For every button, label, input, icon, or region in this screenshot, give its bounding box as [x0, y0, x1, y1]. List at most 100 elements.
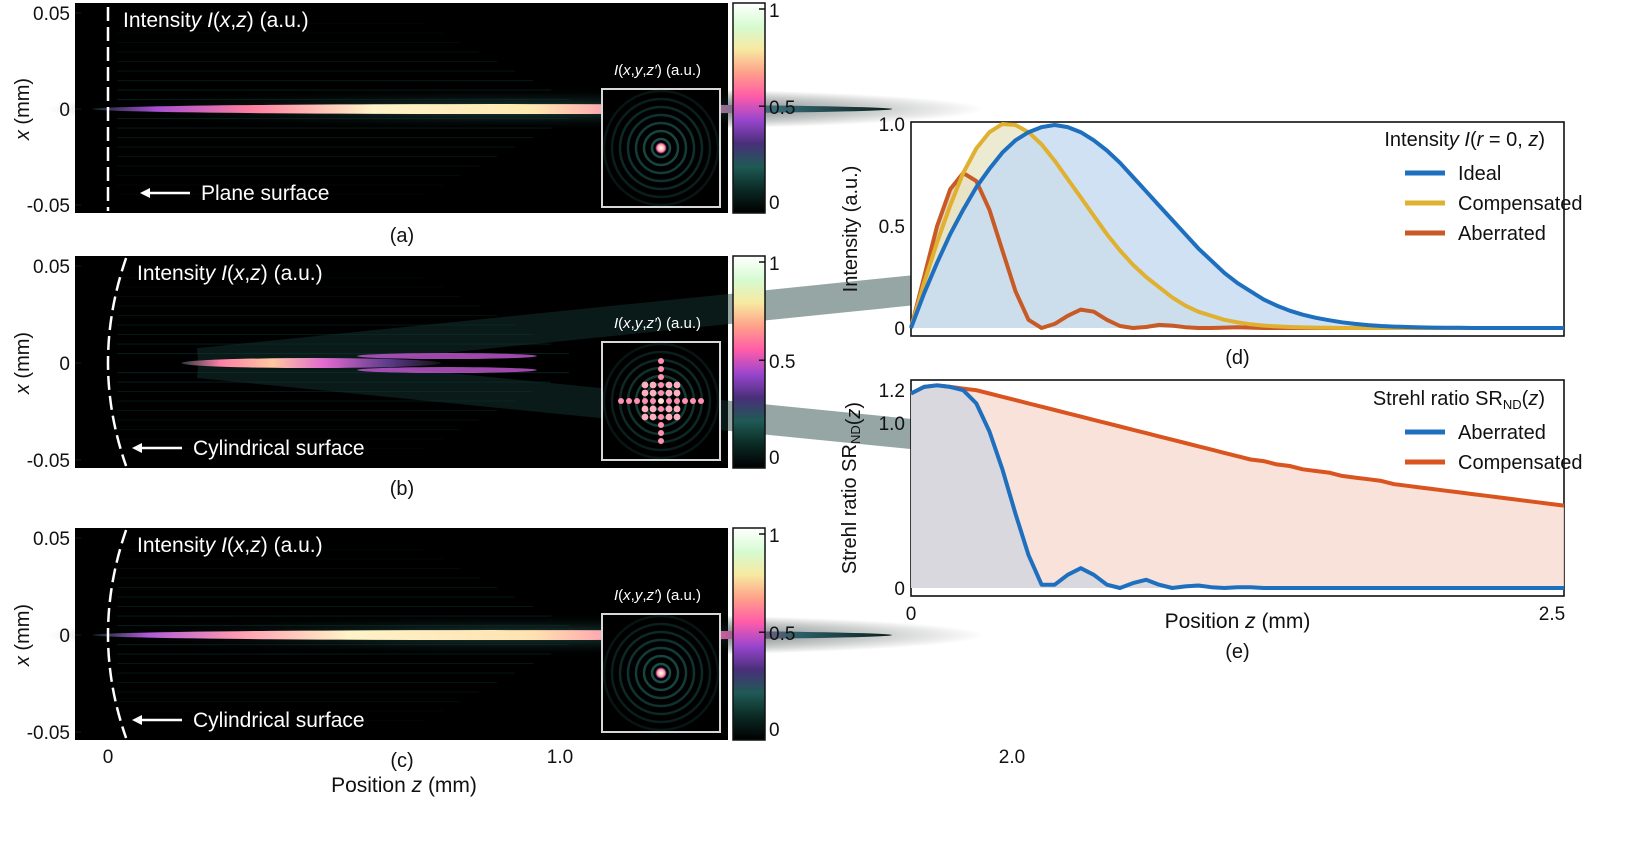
z-axis: 0 1.0 2.0 Position z (mm): [103, 747, 1026, 797]
colorbar-tick-label: 0: [769, 448, 780, 469]
colorbar-tick-label: 0.5: [769, 352, 795, 373]
inset-peak: [658, 390, 664, 396]
y-tick-label: -0.05: [27, 723, 70, 744]
line-charts: 1.0 0.5 0 Intensity (a.u.) Intensity I(r = 0…: [839, 115, 1583, 663]
inset-peak: [649, 381, 657, 389]
inset-ring: [634, 121, 688, 175]
series-line-aberrated: [910, 383, 1564, 590]
surface-line: [106, 257, 128, 467]
y-tick-label: 1.0: [879, 414, 905, 435]
chart-e: 1.2 1.0 0 Strehl ratio SRND(z) Strehl ratio …: [839, 379, 1583, 663]
inset-peak: [658, 366, 664, 372]
x-axis-label: Position z (mm): [331, 774, 477, 797]
y-axis-label: x (mm): [12, 604, 34, 667]
inset-peak: [658, 414, 664, 420]
inset-peak: [665, 381, 673, 389]
inset-ring: [626, 638, 696, 708]
inset-central-spot: [655, 142, 667, 154]
inset-ring: [602, 614, 720, 732]
focal-line: [181, 358, 442, 369]
inset-ring: [602, 89, 720, 207]
side-lobe-upper: [357, 353, 537, 360]
inset-label: I(x,y,z′) (a.u.): [614, 62, 701, 79]
inset-peak: [658, 422, 664, 428]
inset-peak: [649, 389, 657, 397]
colorbar: [732, 2, 766, 214]
y-axis-label: Intensity (a.u.): [840, 166, 862, 293]
inset-peak: [674, 398, 680, 404]
surface-line: [106, 529, 128, 739]
inset-peak: [641, 389, 649, 397]
panel-caption: (a): [390, 225, 414, 247]
inset-ring: [650, 662, 672, 684]
inset-peak: [673, 381, 681, 389]
surface-label: Plane surface: [201, 182, 329, 205]
arrow-head-icon: [140, 188, 150, 198]
y-tick-label: 0.5: [879, 217, 905, 238]
y-tick-label: 0: [59, 100, 70, 121]
y-axis-label: Strehl ratio SRND(z): [839, 402, 865, 574]
inset-label: I(x,y,z′) (a.u.): [614, 315, 701, 332]
legend-label-aberrated: Aberrated: [1458, 223, 1546, 245]
x-tick-label: 2.0: [999, 747, 1025, 768]
inset-ring: [634, 646, 688, 700]
inset-peak: [626, 398, 632, 404]
colorbar-tick-label: 0: [769, 193, 780, 214]
inset-peak: [649, 413, 657, 421]
inset-peak: [658, 382, 664, 388]
arrow-head-icon: [132, 443, 142, 453]
y-tick-label: -0.05: [27, 451, 70, 472]
inset-peak: [665, 405, 673, 413]
panel-title: Intensity I(x,z) (a.u.): [137, 262, 323, 285]
legend-title: Strehl ratio SRND(z): [1373, 388, 1545, 412]
inset-peak: [658, 430, 664, 436]
side-lobe-lower: [357, 367, 537, 374]
inset-ring: [610, 97, 712, 199]
legend-title: Intensity I(r = 0, z): [1384, 129, 1545, 151]
colorbar: [732, 255, 766, 469]
inset-peak: [649, 405, 657, 413]
inset-peak: [641, 381, 649, 389]
series-fill-compensated: [911, 385, 1564, 588]
y-tick-label: 0: [59, 354, 70, 375]
panel-a: Plane surface Intensity I(x,z) (a.u.) I(x,…: [12, 1, 985, 247]
inset-ring: [618, 105, 704, 191]
inset-ring: [602, 342, 720, 460]
chart-caption: (d): [1225, 347, 1249, 369]
surface-label: Cylindrical surface: [193, 437, 365, 460]
inset-peak: [618, 398, 624, 404]
arrow-head-icon: [132, 715, 142, 725]
chart-caption: (e): [1225, 641, 1249, 663]
y-tick-label: 0: [894, 579, 905, 600]
y-tick-label: 0: [59, 626, 70, 647]
inset-peak: [658, 438, 664, 444]
inset-peak: [673, 413, 681, 421]
panel-c: Cylindrical surface Intensity I(x,z) (a.u…: [12, 526, 985, 772]
inset-peak: [665, 389, 673, 397]
x-axis-label: Position z (mm): [1165, 610, 1311, 633]
inset-peak: [658, 398, 664, 404]
panel-caption: (c): [390, 750, 413, 772]
colorbar-tick-label: 1: [769, 1, 780, 22]
inset-ring: [626, 113, 696, 183]
inset-peak: [658, 374, 664, 380]
x-tick-label: 2.5: [1539, 604, 1565, 625]
inset-peak: [658, 358, 664, 364]
inset-peak: [665, 413, 673, 421]
colorbar-tick-label: 0: [769, 720, 780, 741]
y-tick-label: 1.0: [879, 115, 905, 136]
inset-central-spot: [655, 667, 667, 679]
chart-d: 1.0 0.5 0 Intensity (a.u.) Intensity I(r = 0…: [840, 115, 1583, 369]
inset-peak: [698, 398, 704, 404]
y-tick-label: 0.05: [33, 257, 70, 278]
legend-label-aberrated: Aberrated: [1458, 422, 1546, 444]
inset-xy-intensity: [601, 341, 721, 461]
inset-ring: [642, 654, 680, 692]
series-line-compensated: [910, 383, 1565, 508]
inset-peak: [641, 413, 649, 421]
series-line-ideal: [909, 123, 1564, 330]
panel-title: Intensity I(x,z) (a.u.): [137, 534, 323, 557]
surface-label: Cylindrical surface: [193, 709, 365, 732]
inset-peak: [666, 398, 672, 404]
